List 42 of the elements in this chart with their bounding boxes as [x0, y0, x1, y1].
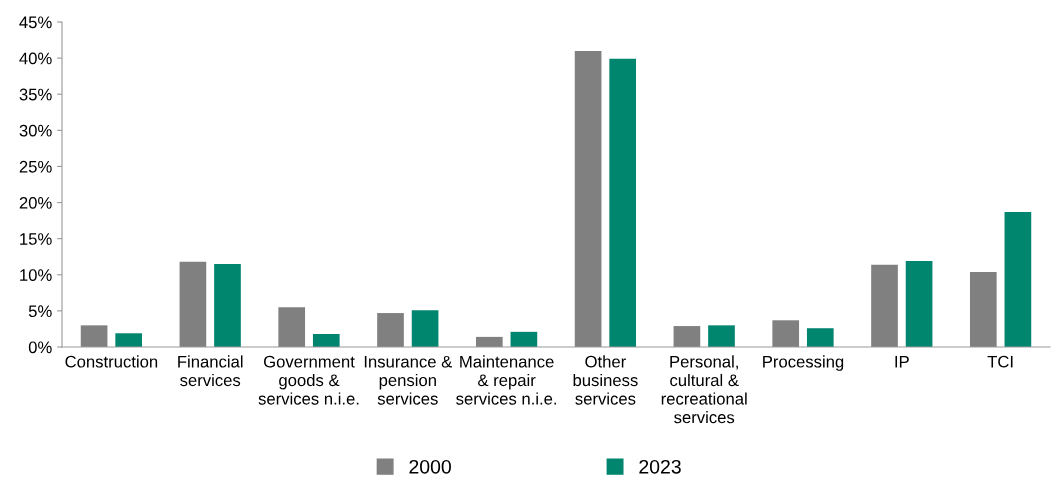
bar [115, 333, 143, 347]
x-tick-label: Insurance & pension services [364, 355, 453, 405]
bar [673, 326, 701, 347]
x-tick-label: IP [895, 355, 909, 368]
x-tick-label: TCI [987, 355, 1013, 368]
y-tick-label: 15% [20, 233, 52, 245]
y-tick-label: 5% [28, 305, 52, 318]
legend-label: 2023 [639, 459, 681, 474]
bar [278, 307, 306, 347]
bar [969, 271, 997, 347]
y-tick-label: 40% [19, 52, 52, 65]
x-tick-label: Financial services [178, 355, 243, 387]
bar [609, 58, 637, 347]
x-tick-label: Personal, cultural & recreational services [661, 355, 747, 424]
bar [772, 320, 800, 347]
y-tick-label: 25% [19, 160, 52, 173]
bar [574, 50, 602, 347]
bar [871, 264, 898, 347]
bar [411, 310, 439, 347]
x-tick-label: Processing [763, 355, 844, 371]
x-tick-label: Government goods & services n.i.e. [258, 355, 359, 405]
x-tick-label: Construction [65, 355, 158, 368]
y-tick-label: 45% [19, 16, 52, 29]
bar [377, 313, 404, 347]
bar [80, 325, 108, 347]
bar [312, 334, 340, 347]
legend-label: 2000 [409, 459, 451, 474]
bar [806, 328, 834, 347]
bar [1004, 211, 1032, 347]
y-tick-label: 20% [19, 196, 52, 209]
bar [708, 325, 735, 347]
bar [179, 261, 207, 347]
bar [475, 336, 503, 347]
y-tick-label: 10% [20, 269, 52, 281]
y-tick-label: 0% [28, 341, 52, 354]
y-tick-label: 35% [19, 88, 52, 101]
bar [905, 261, 933, 347]
bar [214, 263, 241, 347]
x-tick-label: Maintenance & repair services n.i.e. [456, 355, 557, 405]
y-tick-label: 30% [19, 124, 52, 137]
x-tick-label: Other business services [573, 355, 638, 405]
bar [510, 331, 538, 347]
